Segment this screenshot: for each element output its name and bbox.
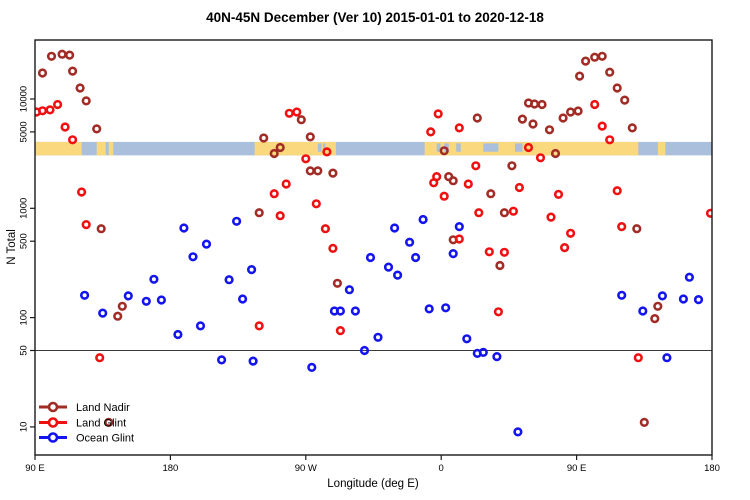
y-axis-label: N Total — [6, 229, 18, 265]
svg-text:90 E: 90 E — [25, 463, 45, 474]
legend-marker-land-glint — [47, 417, 59, 428]
legend-label-land-glint: Land Glint — [76, 418, 126, 430]
svg-text:90 W: 90 W — [295, 463, 317, 474]
svg-text:10: 10 — [19, 422, 30, 433]
svg-text:500: 500 — [19, 233, 30, 249]
legend-label-ocean-glint: Ocean Glint — [76, 433, 134, 445]
svg-text:10000: 10000 — [19, 86, 30, 112]
y-axis-ticks: 10000 5000 1000 500 100 50 10 — [19, 86, 35, 433]
x-axis-ticks: 90 E 180 90 W 0 90 E 180 — [25, 455, 720, 474]
legend-marker-ocean-glint — [47, 432, 59, 443]
chart-title: 40N-45N December (Ver 10) 2015-01-01 to … — [206, 10, 544, 25]
svg-text:180: 180 — [704, 463, 720, 474]
legend-marker-land-nadir — [47, 401, 59, 413]
series-ocean-glint — [79, 214, 704, 437]
svg-text:180: 180 — [162, 463, 178, 474]
svg-text:90 E: 90 E — [567, 463, 587, 474]
plot-border — [34, 39, 713, 456]
svg-text:50: 50 — [19, 345, 30, 356]
legend: Land Nadir Land Glint Ocean Glint — [39, 401, 134, 445]
svg-text:1000: 1000 — [19, 198, 30, 219]
map-band — [35, 141, 712, 156]
svg-text:100: 100 — [19, 310, 30, 326]
x-axis-label: Longitude (deg E) — [327, 478, 419, 490]
data-points — [35, 49, 712, 437]
legend-label-land-nadir: Land Nadir — [76, 402, 130, 414]
series-land-nadir — [37, 49, 663, 428]
svg-text:0: 0 — [439, 463, 444, 474]
series-land-glint — [35, 99, 712, 363]
svg-text:5000: 5000 — [19, 121, 30, 142]
